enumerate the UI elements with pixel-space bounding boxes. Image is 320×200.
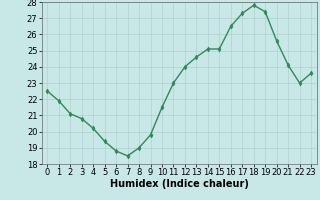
X-axis label: Humidex (Indice chaleur): Humidex (Indice chaleur) <box>110 179 249 189</box>
